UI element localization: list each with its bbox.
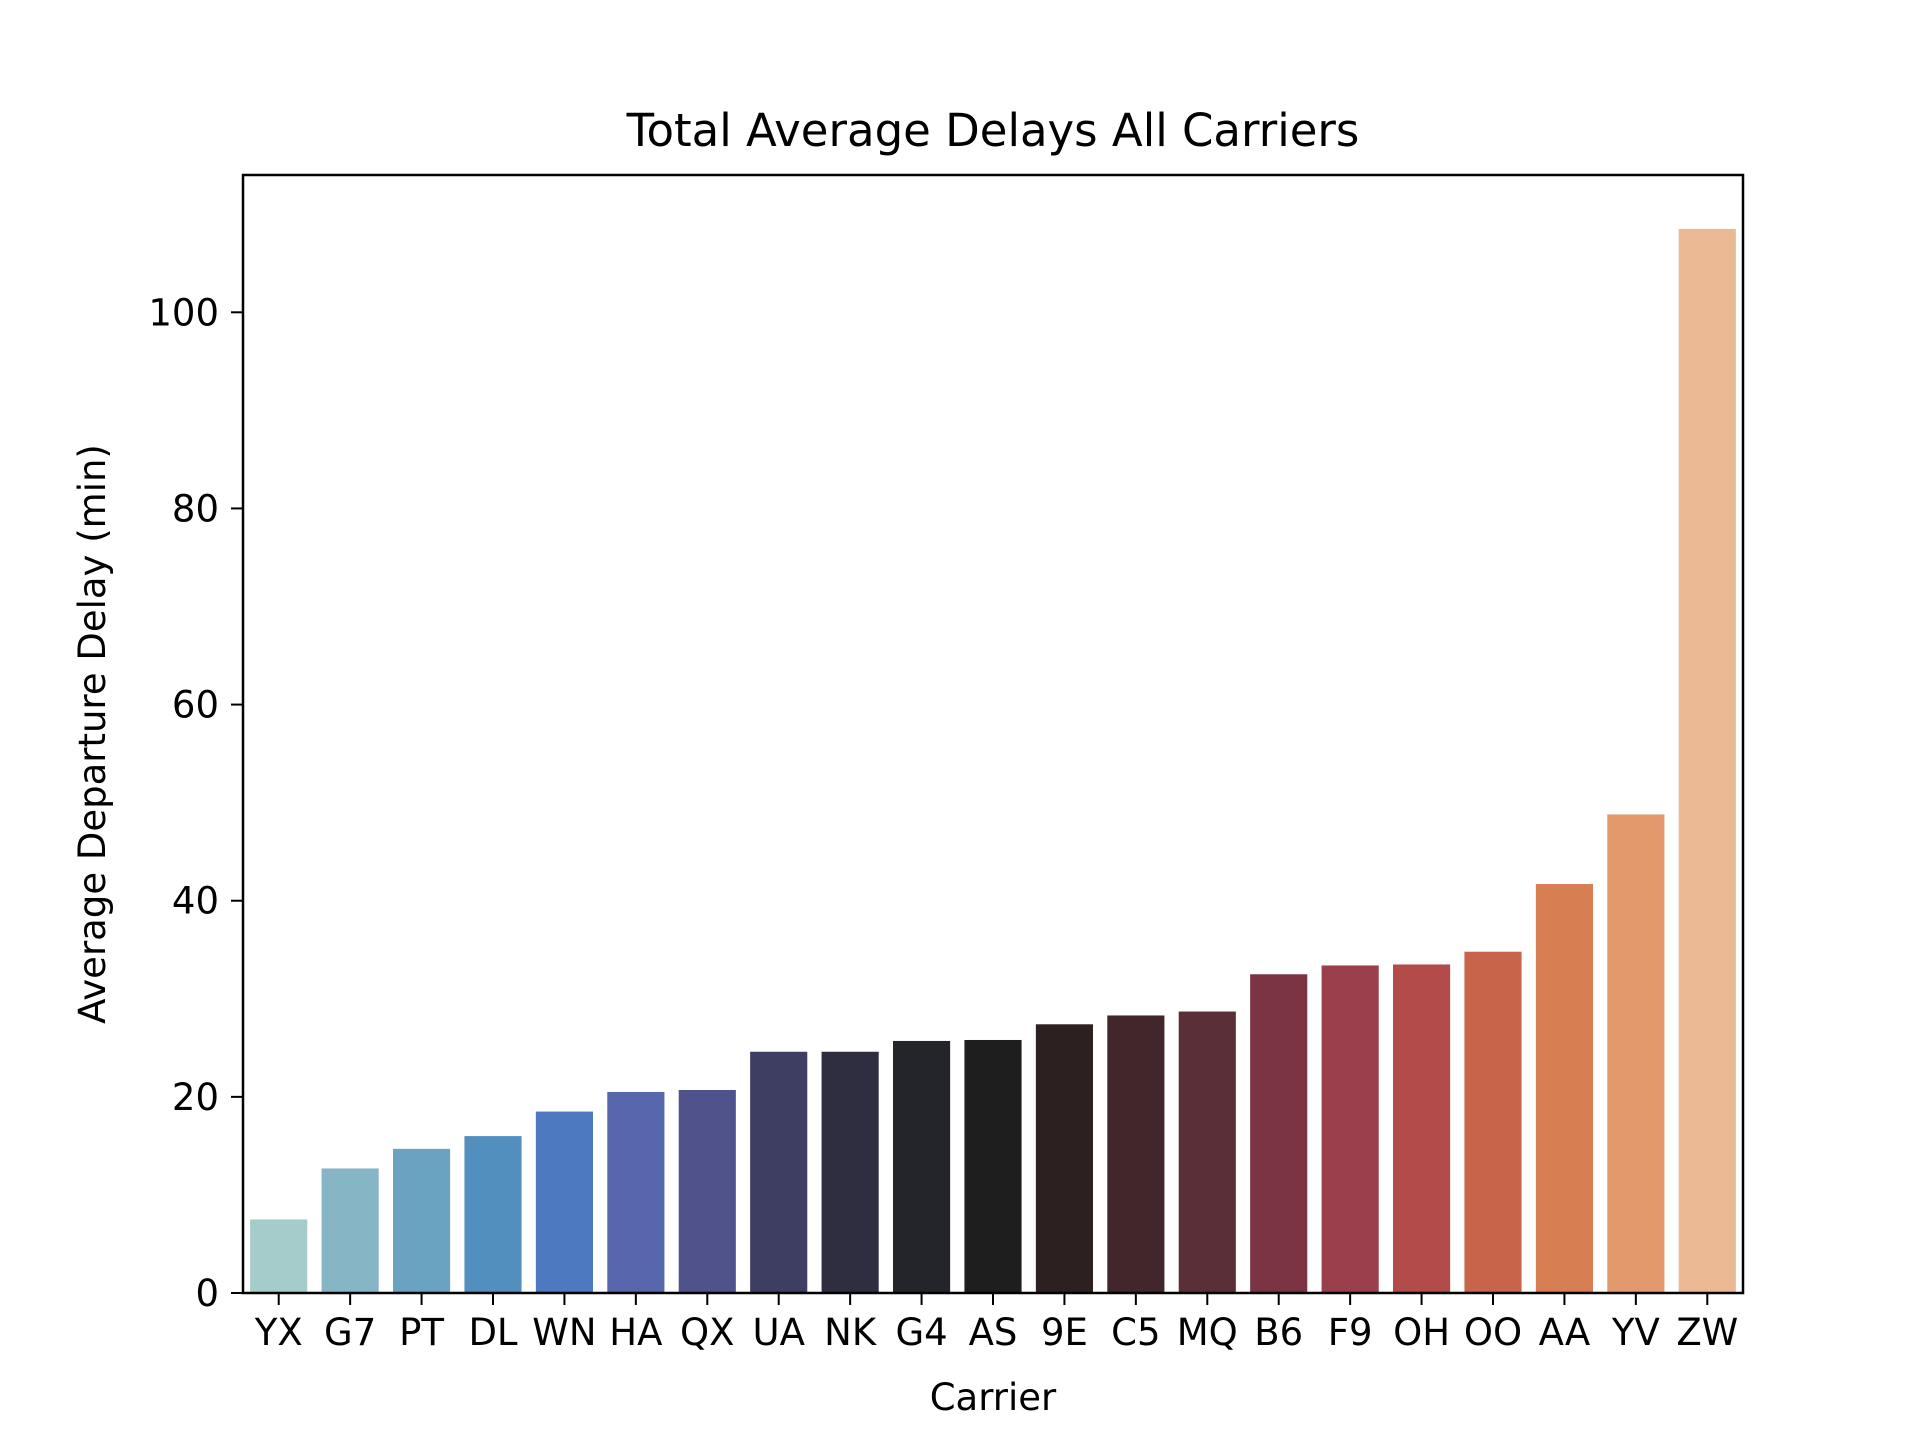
bar-oo: [1464, 951, 1522, 1293]
bar-aa: [1535, 884, 1593, 1293]
bar-ua: [750, 1051, 808, 1293]
y-tick-label: 0: [195, 1272, 219, 1315]
y-tick-label: 80: [172, 487, 219, 530]
bar-oh: [1393, 964, 1451, 1293]
x-tick-label: HA: [609, 1311, 662, 1354]
y-axis: 0 20 40 60 80 100: [148, 291, 243, 1315]
x-tick-label: DL: [468, 1311, 517, 1354]
bar-9e: [1035, 1024, 1093, 1293]
bar-f9: [1321, 965, 1379, 1293]
bar-wn: [535, 1111, 593, 1293]
bar-nk: [821, 1051, 879, 1293]
x-tick-label: NK: [824, 1311, 878, 1354]
bar-c5: [1107, 1015, 1165, 1293]
x-tick-label: AA: [1539, 1311, 1591, 1354]
bar-yx: [250, 1219, 308, 1293]
bar-b6: [1250, 974, 1308, 1293]
bar-as: [964, 1039, 1022, 1293]
bar-pt: [393, 1148, 451, 1293]
y-tick-label: 100: [148, 291, 219, 334]
x-tick-label: G4: [895, 1311, 947, 1354]
bar-qx: [678, 1089, 736, 1293]
y-tick-label: 20: [172, 1076, 219, 1119]
x-tick-label: OO: [1464, 1311, 1522, 1354]
x-tick-label: YV: [1611, 1311, 1660, 1354]
x-tick-label: PT: [399, 1311, 444, 1354]
x-axis: YX G7 PT DL WN HA QX UA NK G4 AS 9E C5 MQ B6 F9 OH OO AA YV…: [254, 1293, 1738, 1354]
x-tick-label: YX: [254, 1311, 303, 1354]
x-tick-label: QX: [680, 1311, 734, 1354]
x-tick-label: MQ: [1177, 1311, 1238, 1354]
x-tick-label: G7: [324, 1311, 376, 1354]
bar-ha: [607, 1091, 665, 1293]
y-tick-label: 60: [172, 684, 219, 727]
y-tick-label: 40: [172, 880, 219, 923]
x-tick-label: WN: [532, 1311, 596, 1354]
x-tick-label: C5: [1111, 1311, 1160, 1354]
bars-group: [250, 228, 1736, 1294]
x-axis-title: Carrier: [930, 1376, 1057, 1419]
bar-g4: [893, 1040, 951, 1293]
bar-dl: [464, 1136, 522, 1293]
x-tick-label: UA: [753, 1311, 805, 1354]
y-axis-title: Average Departure Delay (min): [71, 444, 114, 1024]
bar-yv: [1607, 814, 1665, 1293]
x-tick-label: 9E: [1041, 1311, 1088, 1354]
chart-title: Total Average Delays All Carriers: [626, 104, 1360, 157]
bar-mq: [1178, 1011, 1236, 1293]
bar-zw: [1678, 228, 1736, 1294]
x-tick-label: OH: [1393, 1311, 1450, 1354]
x-tick-label: AS: [969, 1311, 1018, 1354]
x-tick-label: B6: [1254, 1311, 1303, 1354]
x-tick-label: F9: [1328, 1311, 1373, 1354]
x-tick-label: ZW: [1676, 1311, 1738, 1354]
bar-g7: [321, 1168, 379, 1293]
